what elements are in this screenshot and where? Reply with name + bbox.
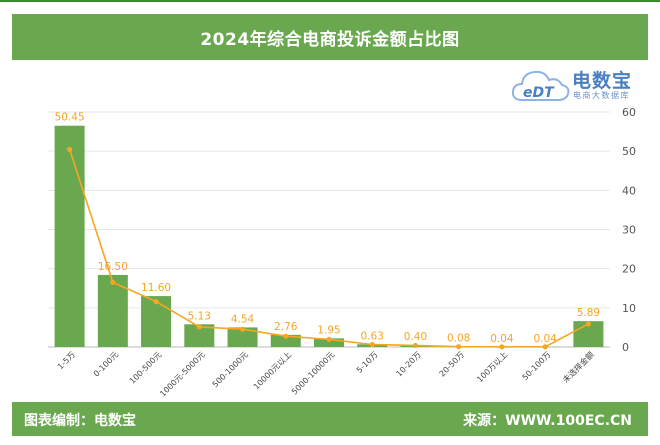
bar <box>314 338 344 347</box>
x-tick-label: 100万以上 <box>475 350 509 384</box>
bar <box>270 334 301 347</box>
cloud-logo-icon: eDT <box>511 70 570 101</box>
data-label: 5.13 <box>188 310 211 322</box>
top-border <box>0 0 660 2</box>
chart-footer: 图表编制：电数宝 来源：WWW.100EC.CN <box>12 402 648 436</box>
data-label: 0.04 <box>490 333 514 345</box>
data-label: 0.40 <box>404 331 427 343</box>
x-tick-label: 100-500元 <box>128 350 164 386</box>
x-tick-label: 1-5万 <box>56 350 77 371</box>
x-tick-label: 10-20万 <box>394 350 422 378</box>
line-point <box>283 333 289 339</box>
footer-source: 来源：WWW.100EC.CN <box>463 413 632 429</box>
y-tick-label: 40 <box>622 184 636 197</box>
data-label: 4.54 <box>231 313 255 325</box>
data-label: 5.89 <box>577 307 600 319</box>
line-point <box>369 341 375 348</box>
x-tick-label: 5-10万 <box>355 350 380 375</box>
line-point <box>110 279 116 285</box>
bar <box>227 327 258 347</box>
bar <box>97 274 128 347</box>
data-label: 16.50 <box>98 261 128 273</box>
y-tick-label: 10 <box>622 302 636 315</box>
y-tick-label: 50 <box>622 145 636 158</box>
bar <box>141 296 172 347</box>
bar <box>54 125 85 347</box>
chart-header: 2024年综合电商投诉金额占比图 <box>12 14 648 60</box>
line-point <box>412 342 419 349</box>
brand-tagline: 电商大数据库 <box>573 91 630 100</box>
line-point <box>239 326 246 332</box>
data-label: 1.95 <box>317 324 340 336</box>
footer-credit: 图表编制：电数宝 <box>24 413 136 429</box>
x-tick-label: 0-100元 <box>92 350 120 378</box>
line-point <box>456 344 462 350</box>
chart-plot: 0 10 20 30 40 50 60 50.45 16.50 11.60 5.13 4.54 2.76… <box>48 106 636 399</box>
y-tick-label: 30 <box>622 224 636 237</box>
y-tick-label: 0 <box>622 341 629 354</box>
y-tick-label: 20 <box>622 263 636 276</box>
line-point <box>585 321 591 327</box>
x-tick-label: 20-50万 <box>438 350 466 378</box>
data-label: 0.04 <box>533 333 557 345</box>
data-label: 50.45 <box>55 112 85 124</box>
data-label: 0.08 <box>447 333 470 345</box>
data-label: 11.60 <box>141 282 171 294</box>
y-tick-label: 60 <box>622 106 636 119</box>
x-tick-label: 未选择金额 <box>560 349 595 384</box>
x-tick-label: 10000元以上 <box>252 350 293 391</box>
line-point <box>153 298 159 305</box>
line-point <box>326 336 332 342</box>
x-tick-label: 50-100万 <box>521 350 553 382</box>
line-point <box>499 344 505 350</box>
brand-logo: eDT 电数宝 电商大数据库 <box>510 62 640 106</box>
x-tick-label: 500-1000元 <box>211 350 250 389</box>
brand-name: 电数宝 <box>572 70 633 92</box>
line-point <box>196 324 202 330</box>
chart-title: 2024年综合电商投诉金额占比图 <box>200 29 460 50</box>
data-label: 0.63 <box>361 330 384 342</box>
data-label: 2.76 <box>274 321 298 333</box>
bar <box>184 324 215 347</box>
brand-mark: eDT <box>523 85 555 101</box>
x-tick-label: 1000元-5000元 <box>158 350 207 399</box>
line-point <box>542 344 548 350</box>
x-tick-label: 5000-10000元 <box>290 350 336 396</box>
line-point <box>67 146 73 153</box>
